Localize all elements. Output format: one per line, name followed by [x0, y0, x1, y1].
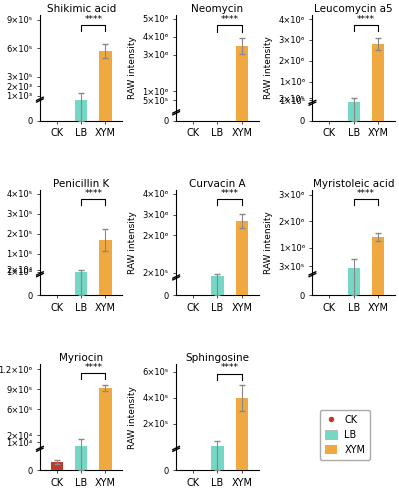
Bar	[236, 46, 248, 121]
Title: Myristoleic acid: Myristoleic acid	[313, 179, 395, 189]
Bar	[348, 268, 360, 295]
Legend: CK, LB, XYM: CK, LB, XYM	[320, 410, 370, 460]
Bar	[211, 276, 223, 295]
Title: Sphingosine: Sphingosine	[186, 354, 249, 364]
Bar	[75, 446, 87, 470]
Bar	[236, 398, 248, 470]
Title: Neomycin: Neomycin	[192, 4, 243, 14]
Bar	[236, 221, 248, 296]
Y-axis label: RAW intensity: RAW intensity	[128, 36, 137, 100]
Bar	[348, 102, 360, 121]
Y-axis label: RAW intensity: RAW intensity	[128, 211, 137, 274]
Title: Curvacin A: Curvacin A	[189, 179, 246, 189]
Bar	[372, 237, 384, 296]
Text: ****: ****	[357, 189, 375, 198]
Text: ****: ****	[84, 364, 102, 372]
Title: Shikimic acid: Shikimic acid	[47, 4, 116, 14]
Bar	[372, 44, 384, 121]
Text: ****: ****	[221, 189, 239, 198]
Text: ****: ****	[221, 364, 239, 372]
Bar	[99, 51, 112, 121]
Bar	[211, 446, 223, 470]
Title: Penicillin K: Penicillin K	[53, 179, 109, 189]
Bar	[99, 388, 112, 470]
Y-axis label: RAW intensity: RAW intensity	[264, 36, 273, 100]
Text: ****: ****	[84, 15, 102, 24]
Y-axis label: RAW intensity: RAW intensity	[128, 386, 137, 448]
Text: ****: ****	[221, 16, 239, 24]
Bar	[99, 240, 112, 296]
Y-axis label: RAW intensity: RAW intensity	[264, 211, 273, 274]
Title: Leucomycin a5: Leucomycin a5	[314, 4, 393, 14]
Text: ****: ****	[357, 14, 375, 24]
Bar	[75, 100, 87, 121]
Title: Myriocin: Myriocin	[59, 354, 103, 364]
Bar	[51, 462, 63, 470]
Bar	[75, 272, 87, 295]
Text: ****: ****	[84, 189, 102, 198]
